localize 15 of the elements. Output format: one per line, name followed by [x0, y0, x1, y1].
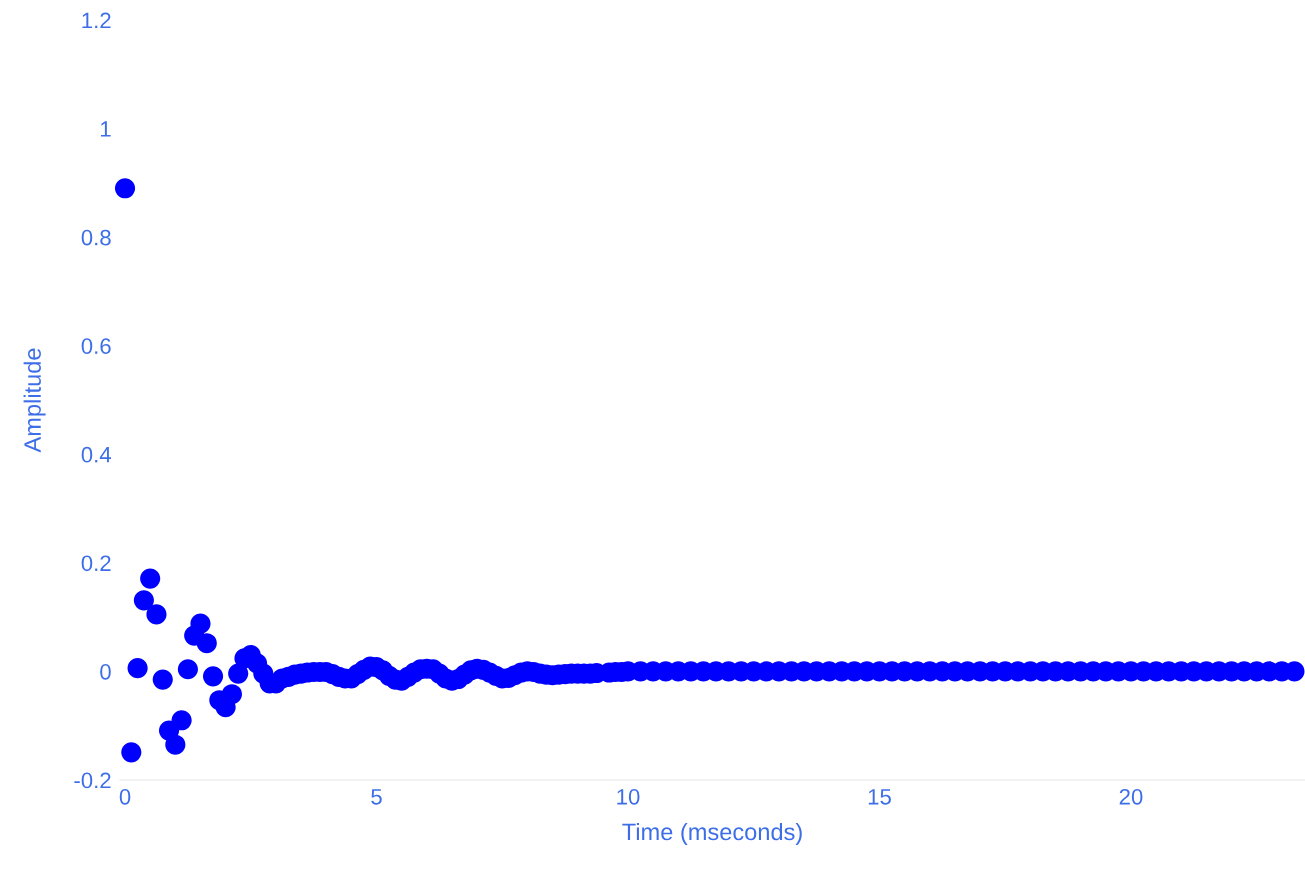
y-tick-label: 0	[100, 663, 111, 680]
y-tick-label: 0.4	[81, 446, 112, 463]
y-tick-label: 0.2	[81, 555, 111, 572]
x-tick-label: 20	[1119, 788, 1143, 805]
y-axis-title: Amplitude	[23, 348, 46, 453]
y-tick-label: -0.2	[74, 772, 111, 789]
x-axis-title: Time (mseconds)	[622, 822, 802, 845]
x-tick-label: 10	[617, 788, 640, 805]
y-tick-label: 0.8	[81, 229, 111, 246]
y-tick-label: 1.2	[82, 12, 111, 29]
y-tick-label: 1	[101, 121, 111, 137]
x-tick-label: 15	[868, 789, 891, 805]
y-tick-label: 0.6	[81, 338, 111, 354]
x-tick-label: 0	[119, 788, 131, 805]
x-tick-label: 5	[371, 789, 382, 805]
